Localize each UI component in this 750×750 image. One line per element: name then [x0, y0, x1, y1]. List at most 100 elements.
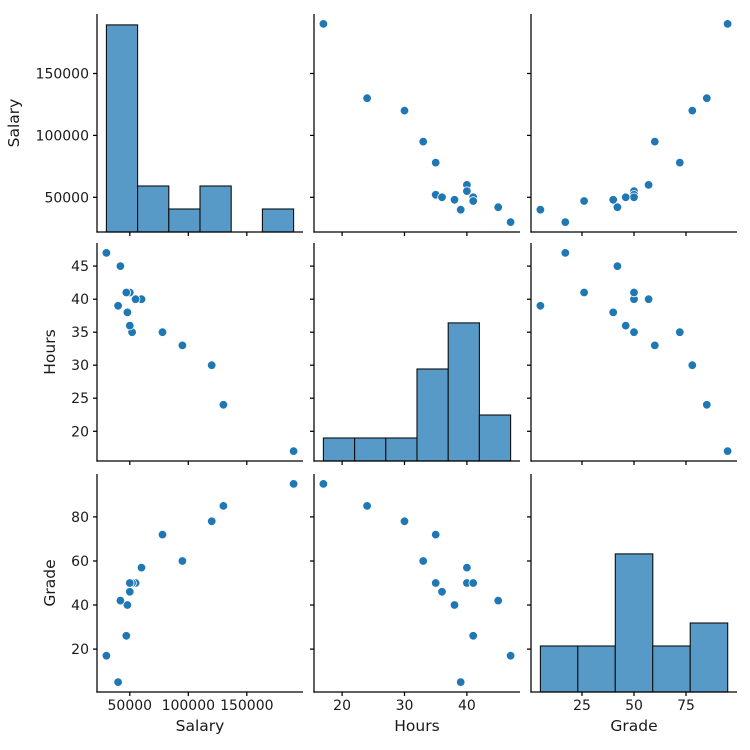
y-tick-label: 20 [71, 424, 89, 440]
data-point [468, 578, 478, 588]
data-point [449, 600, 460, 610]
x-tick-label: 75 [677, 698, 695, 714]
x-axis-label-hours: Hours [394, 717, 439, 735]
subplot-hist-grade: 25 50 75 Grade [527, 474, 737, 735]
y-tick-label: 150000 [36, 67, 89, 83]
data-point [101, 651, 112, 661]
y-tick-label: 20 [71, 642, 89, 658]
x-tick-label: 30 [396, 698, 414, 714]
data-point [136, 562, 147, 573]
data-point [362, 501, 372, 511]
data-point [456, 677, 466, 687]
x-axis-label-grade: Grade [610, 717, 657, 735]
data-point [431, 578, 441, 588]
data-point [157, 327, 168, 337]
data-point [113, 677, 123, 687]
data-point [218, 400, 229, 410]
data-point [560, 217, 571, 227]
histogram-bar [652, 645, 691, 693]
data-point [318, 479, 329, 489]
data-point [399, 516, 410, 527]
data-point [462, 186, 472, 196]
y-tick-label: 25 [71, 391, 89, 407]
data-point [643, 294, 654, 304]
histogram-bar [539, 645, 579, 693]
data-point [493, 595, 503, 606]
histogram-bar [447, 322, 480, 462]
x-tick-label: 50 [625, 698, 643, 714]
data-point [125, 587, 135, 597]
data-point [505, 651, 516, 661]
histogram-bar [168, 208, 201, 233]
data-point [122, 600, 133, 610]
data-point [608, 195, 618, 205]
data-point [121, 631, 132, 641]
data-point [431, 529, 441, 540]
x-tick-label: 100000 [162, 698, 215, 714]
data-point [437, 587, 447, 597]
data-point [702, 93, 712, 103]
subplot-scatter-hours-vs-salary: 20 25 30 35 40 45 Hours [41, 243, 303, 465]
x-axis-label-salary: Salary [176, 717, 225, 735]
data-point [687, 105, 698, 116]
data-point [130, 294, 141, 304]
data-point [650, 136, 660, 147]
data-point [101, 248, 112, 258]
subplot-scatter-hours-vs-grade [527, 243, 737, 465]
x-tick-label: 20 [333, 698, 351, 714]
data-point [468, 631, 478, 641]
histogram-bar [689, 622, 729, 693]
data-point [612, 261, 623, 271]
data-point [177, 340, 188, 351]
data-point [122, 307, 133, 318]
data-point [399, 105, 410, 116]
data-point [608, 307, 618, 318]
y-tick-label: 40 [71, 292, 89, 308]
histogram-bar [385, 437, 418, 462]
x-tick-label: 50000 [108, 698, 153, 714]
data-point [177, 556, 188, 566]
data-point [456, 204, 466, 215]
data-point [218, 501, 229, 511]
data-point [493, 202, 503, 212]
data-point [121, 287, 132, 298]
data-point [115, 261, 126, 271]
data-point [418, 136, 428, 147]
histogram-bar [105, 24, 139, 233]
data-point [650, 340, 660, 351]
y-axis-label-salary: Salary [5, 99, 23, 148]
y-tick-label: 35 [71, 325, 89, 341]
y-tick-label: 60 [71, 554, 89, 570]
data-point [687, 360, 698, 370]
histogram-bar [416, 368, 449, 462]
subplot-scatter-grade-vs-salary: 20 40 60 80 50000 100000 150000 Grade Salary [41, 474, 303, 735]
data-point [579, 196, 589, 206]
subplot-scatter-salary-vs-hours [310, 14, 520, 236]
data-point [643, 180, 654, 190]
histogram-bar [261, 208, 295, 233]
data-point [535, 301, 546, 311]
data-point [125, 320, 135, 331]
data-point [675, 157, 685, 168]
x-tick-label: 25 [573, 698, 591, 714]
histogram-bar [137, 185, 170, 233]
y-tick-label: 50000 [44, 190, 89, 206]
y-tick-label: 80 [71, 510, 89, 526]
data-point [288, 479, 299, 489]
histogram-bar [614, 553, 654, 693]
data-point [612, 202, 623, 212]
data-point [722, 19, 733, 29]
data-point [157, 529, 168, 540]
data-point [629, 192, 639, 203]
data-point [125, 578, 135, 588]
subplot-scatter-grade-vs-hours: 20 30 40 Hours [310, 474, 520, 735]
data-point [113, 301, 123, 311]
x-tick-label: 40 [458, 698, 476, 714]
y-axis-label-hours: Hours [41, 329, 59, 374]
data-point [621, 320, 631, 331]
histogram-bar [354, 437, 387, 462]
data-point [462, 562, 472, 573]
data-point [431, 157, 441, 168]
